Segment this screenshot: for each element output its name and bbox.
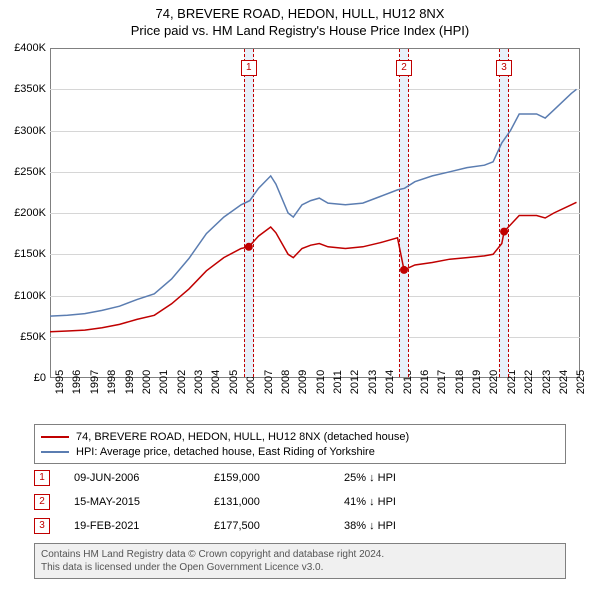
sales-row-marker: 3: [34, 518, 50, 534]
ytick-label: £50K: [2, 331, 46, 343]
ytick-label: £0: [2, 372, 46, 384]
footer-line-1: Contains HM Land Registry data © Crown c…: [41, 548, 559, 561]
sales-row-marker: 1: [34, 470, 50, 486]
footer-line-2: This data is licensed under the Open Gov…: [41, 561, 559, 574]
ytick-label: £250K: [2, 166, 46, 178]
legend-swatch-property: [41, 436, 69, 438]
series-line: [50, 202, 577, 331]
chart-title-block: 74, BREVERE ROAD, HEDON, HULL, HU12 8NX …: [0, 0, 600, 40]
attribution-footer: Contains HM Land Registry data © Crown c…: [34, 543, 566, 579]
sales-row-diff: 41% ↓ HPI: [344, 496, 464, 508]
ytick-label: £300K: [2, 125, 46, 137]
sale-point-marker: [245, 243, 253, 251]
legend-swatch-hpi: [41, 451, 69, 453]
sales-row-date: 15-MAY-2015: [74, 496, 214, 508]
sales-row-price: £159,000: [214, 472, 344, 484]
sales-row-diff: 25% ↓ HPI: [344, 472, 464, 484]
series-line: [50, 89, 577, 316]
legend-label-hpi: HPI: Average price, detached house, East…: [76, 446, 375, 458]
legend-row-property: 74, BREVERE ROAD, HEDON, HULL, HU12 8NX …: [41, 429, 559, 444]
sales-row-price: £177,500: [214, 520, 344, 532]
sale-point-marker: [400, 266, 408, 274]
legend-label-property: 74, BREVERE ROAD, HEDON, HULL, HU12 8NX …: [76, 431, 409, 443]
sales-table: 1 09-JUN-2006£159,00025% ↓ HPI 2 15-MAY-201…: [34, 466, 566, 538]
ytick-label: £200K: [2, 207, 46, 219]
ytick-label: £400K: [2, 42, 46, 54]
chart-lines: [50, 48, 580, 378]
sales-row-price: £131,000: [214, 496, 344, 508]
legend-row-hpi: HPI: Average price, detached house, East…: [41, 444, 559, 459]
ytick-label: £150K: [2, 248, 46, 260]
legend: 74, BREVERE ROAD, HEDON, HULL, HU12 8NX …: [34, 424, 566, 464]
sales-row: 3 19-FEB-2021£177,50038% ↓ HPI: [34, 514, 566, 538]
sales-row: 2 15-MAY-2015£131,00041% ↓ HPI: [34, 490, 566, 514]
sales-row-diff: 38% ↓ HPI: [344, 520, 464, 532]
sales-row-date: 09-JUN-2006: [74, 472, 214, 484]
ytick-label: £350K: [2, 83, 46, 95]
ytick-label: £100K: [2, 290, 46, 302]
sales-row-date: 19-FEB-2021: [74, 520, 214, 532]
sales-row-marker: 2: [34, 494, 50, 510]
sales-row: 1 09-JUN-2006£159,00025% ↓ HPI: [34, 466, 566, 490]
title-line-1: 74, BREVERE ROAD, HEDON, HULL, HU12 8NX: [0, 6, 600, 23]
title-line-2: Price paid vs. HM Land Registry's House …: [0, 23, 600, 40]
sale-point-marker: [500, 228, 508, 236]
